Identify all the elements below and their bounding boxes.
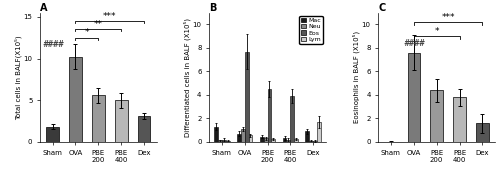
Text: ####: #### — [404, 39, 424, 48]
Bar — [115, 100, 128, 142]
Bar — [222, 140, 226, 142]
Bar — [92, 95, 104, 142]
Bar — [290, 96, 294, 142]
Bar — [268, 89, 272, 142]
Bar — [226, 141, 230, 142]
Bar — [240, 129, 244, 142]
Bar — [286, 140, 290, 142]
Bar — [317, 122, 321, 142]
Bar — [306, 131, 310, 142]
Text: ***: *** — [442, 13, 455, 21]
Bar — [454, 97, 466, 142]
Bar — [237, 134, 240, 142]
Text: C: C — [378, 3, 386, 13]
Text: ####: #### — [42, 40, 63, 49]
Text: *: * — [84, 28, 89, 37]
Y-axis label: Differentiated cells in BALF (X10⁵): Differentiated cells in BALF (X10⁵) — [184, 18, 191, 137]
Bar — [272, 139, 276, 142]
Bar — [138, 116, 150, 142]
Bar — [264, 139, 268, 142]
Legend: Mac, Neu, Eos, Lym: Mac, Neu, Eos, Lym — [300, 16, 322, 44]
Bar — [244, 52, 248, 142]
Y-axis label: Eosinophils in BALF (X10⁵): Eosinophils in BALF (X10⁵) — [353, 31, 360, 123]
Text: **: ** — [94, 20, 103, 29]
Bar — [314, 141, 317, 142]
Bar — [310, 141, 314, 142]
Bar — [430, 90, 443, 142]
Bar — [214, 127, 218, 142]
Bar — [248, 135, 252, 142]
Text: A: A — [40, 3, 48, 13]
Bar — [408, 53, 420, 142]
Text: *: * — [434, 27, 439, 36]
Text: ***: *** — [103, 12, 117, 21]
Bar — [282, 138, 286, 142]
Bar — [294, 139, 298, 142]
Bar — [46, 127, 59, 142]
Bar — [260, 137, 264, 142]
Bar — [218, 140, 222, 142]
Text: B: B — [209, 3, 216, 13]
Bar — [476, 123, 488, 142]
Bar — [69, 57, 82, 142]
Y-axis label: Total cells in BALF(X10⁵): Total cells in BALF(X10⁵) — [14, 35, 22, 120]
